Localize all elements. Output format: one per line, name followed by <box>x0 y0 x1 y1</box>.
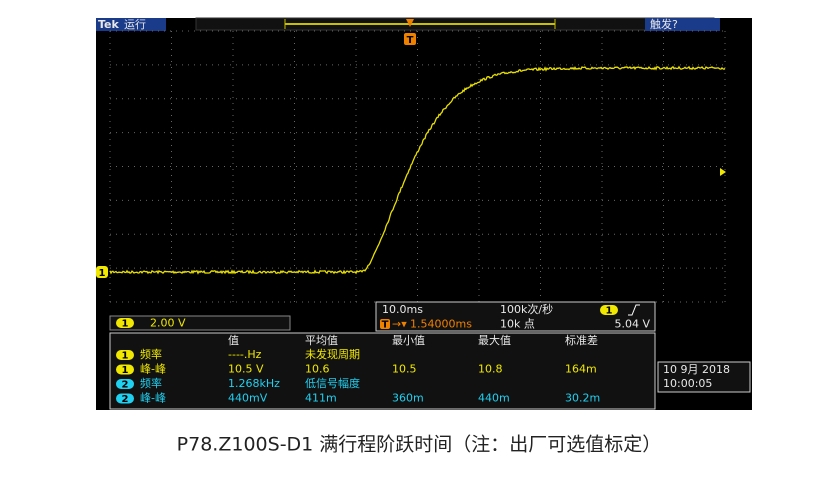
trigger-position: 1.54000ms <box>410 318 472 331</box>
trigger-status: 触发? <box>650 17 678 31</box>
time-per-div: 10.0ms <box>382 303 423 316</box>
meas-cell: 未发现周期 <box>305 347 360 361</box>
meas-cell: 10.5 <box>392 363 417 376</box>
meas-cell: 164m <box>565 363 597 376</box>
waveform <box>109 65 726 275</box>
meas-name: 频率 <box>140 376 162 390</box>
caption: P78.Z100S-D1 满行程阶跃时间（注：出厂可选值标定） <box>177 434 662 456</box>
trigger-pos-icon <box>380 319 390 329</box>
meas-cell: 1.268kHz <box>228 377 280 390</box>
trigger-slope <box>628 304 640 316</box>
trigger-level: 5.04 V <box>614 318 650 331</box>
trigger-marker-icon: T <box>407 35 414 46</box>
meas-header: 最大值 <box>478 333 511 347</box>
trigger-pos-arrow: →▾ <box>392 318 407 331</box>
meas-name: 峰-峰 <box>140 392 166 405</box>
meas-header: 值 <box>228 334 239 347</box>
status-bar <box>96 18 166 31</box>
trigger-channel-badge <box>600 305 618 315</box>
channel-scale: 2.00 V <box>150 317 186 330</box>
time: 10:00:05 <box>663 377 712 390</box>
meas-channel-badge <box>116 350 134 360</box>
channel-marker-label: 1 <box>99 268 106 279</box>
trigger-level-marker <box>720 168 726 176</box>
meas-header: 标准差 <box>565 333 598 347</box>
channel-marker <box>96 266 108 278</box>
sample-rate: 100k次/秒 <box>500 302 553 316</box>
meas-cell: 440m <box>478 392 510 405</box>
measurement-panel <box>109 332 656 410</box>
meas-channel: 2 <box>122 394 129 405</box>
trigger-marker <box>404 33 416 45</box>
date-box <box>657 361 751 393</box>
meas-channel: 2 <box>122 380 129 391</box>
meas-header: 平均值 <box>305 334 338 347</box>
meas-cell: 10.6 <box>305 363 330 376</box>
trigger-pos-icon-label: T <box>382 320 389 331</box>
meas-channel: 1 <box>122 351 129 362</box>
run-status: 运行 <box>124 18 146 31</box>
date: 10 9月 2018 <box>663 363 730 376</box>
meas-cell: 440mV <box>228 392 268 405</box>
trigger-status-box <box>645 18 720 31</box>
measurement-table: 值 平均值 最小值 最大值 标准差 1 频率 ----.Hz 未发现周期 1 峰-峰 10.5 V 10… <box>116 333 600 405</box>
meas-cell: 411m <box>305 392 337 405</box>
trigger-pos-marker <box>406 19 414 27</box>
meas-cell: 10.5 V <box>228 363 264 376</box>
channel-badge <box>116 318 134 328</box>
meas-channel-badge <box>116 393 134 404</box>
meas-cell: 30.2m <box>565 392 600 405</box>
channel-badge-label: 1 <box>122 319 129 330</box>
meas-header: 最小值 <box>392 334 425 347</box>
record-length: 10k 点 <box>500 318 535 331</box>
meas-channel-badge <box>116 379 134 389</box>
channel-scale-box <box>109 315 291 331</box>
trigger-channel: 1 <box>606 306 613 317</box>
meas-cell: 360m <box>392 392 424 405</box>
brand: Tek <box>98 18 120 31</box>
meas-cell: ----.Hz <box>228 348 262 361</box>
meas-name: 频率 <box>140 347 162 361</box>
meas-channel: 1 <box>122 365 129 376</box>
meas-cell: 低信号幅度 <box>305 376 360 390</box>
meas-cell: 10.8 <box>478 363 503 376</box>
meas-channel-badge <box>116 364 134 375</box>
meas-name: 峰-峰 <box>140 363 166 376</box>
graticule <box>109 30 726 303</box>
